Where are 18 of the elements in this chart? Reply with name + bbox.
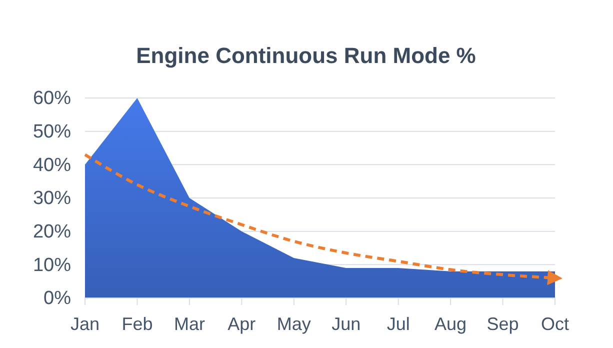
x-tick-label: Feb [122, 314, 153, 334]
y-tick-label: 0% [44, 288, 72, 310]
y-tick-label: 60% [32, 88, 72, 110]
x-tick-label: Aug [434, 314, 467, 334]
y-tick-label: 10% [32, 254, 72, 276]
x-tick-label: Jul [386, 314, 410, 334]
chart-title: Engine Continuous Run Mode % [136, 43, 476, 68]
y-tick-label: 40% [32, 154, 72, 176]
y-tick-label: 50% [32, 121, 72, 142]
y-tick-label: 30% [32, 188, 72, 210]
x-tick-label: May [276, 314, 311, 334]
x-tick-label: Sep [486, 314, 519, 334]
y-tick-label: 20% [32, 221, 72, 242]
x-tick-label: Apr [228, 314, 256, 334]
x-tick-label: Oct [540, 314, 570, 334]
x-tick-label: Mar [174, 314, 205, 334]
x-tick-label: Jan [70, 314, 100, 334]
x-tick-label: Jun [332, 314, 361, 334]
